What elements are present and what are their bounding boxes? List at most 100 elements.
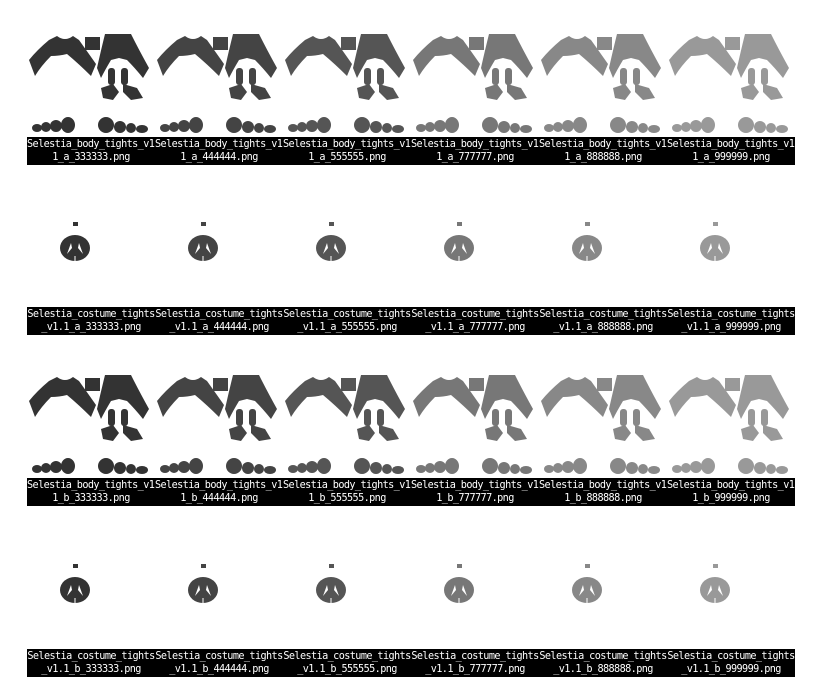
tights-back-piece xyxy=(353,34,405,78)
costume-texture-preview xyxy=(155,540,283,648)
file-thumbnail-item[interactable]: Selestia_body_tights_v1. 1_a_555555.png xyxy=(283,0,411,165)
tights-square-piece xyxy=(341,378,356,391)
costume-texture-preview xyxy=(539,540,667,648)
file-thumbnail-item[interactable]: Selestia_costume_tights _v1.1_b_888888.pn… xyxy=(539,512,667,677)
tights-square-piece xyxy=(725,378,740,391)
tights-bottom-pieces xyxy=(160,458,276,474)
file-name-label: Selestia_body_tights_v1. 1_a_777777.png xyxy=(411,137,539,165)
file-thumbnail-item[interactable]: Selestia_body_tights_v1. 1_a_333333.png xyxy=(27,0,155,165)
body-texture-preview xyxy=(667,369,795,477)
tights-square-piece xyxy=(213,37,228,50)
costume-round-piece xyxy=(188,235,218,261)
file-thumbnail-item[interactable]: Selestia_costume_tights _v1.1_a_555555.pn… xyxy=(283,170,411,335)
costume-round-piece xyxy=(316,235,346,261)
tights-front-piece xyxy=(29,36,96,76)
costume-texture-preview xyxy=(667,198,795,306)
costume-small-piece xyxy=(713,222,718,226)
file-thumbnail-item[interactable]: Selestia_body_tights_v1. 1_b_333333.png xyxy=(27,341,155,506)
tights-square-piece xyxy=(85,378,100,391)
file-thumbnail-item[interactable]: Selestia_costume_tights _v1.1_b_999999.pn… xyxy=(667,512,795,677)
tights-back-piece xyxy=(225,375,277,419)
costume-round-piece xyxy=(444,235,474,261)
file-thumbnail-item[interactable]: Selestia_costume_tights _v1.1_b_444444.pn… xyxy=(155,512,283,677)
tights-square-piece xyxy=(597,37,612,50)
file-name-label: Selestia_costume_tights _v1.1_b_555555.pn… xyxy=(283,649,411,677)
file-name-label: Selestia_body_tights_v1. 1_b_444444.png xyxy=(155,478,283,506)
file-name-label: Selestia_costume_tights _v1.1_b_888888.pn… xyxy=(539,649,667,677)
file-name-label: Selestia_costume_tights _v1.1_a_333333.pn… xyxy=(27,307,155,335)
file-thumbnail-item[interactable]: Selestia_body_tights_v1. 1_a_999999.png xyxy=(667,0,795,165)
file-thumbnail-item[interactable]: Selestia_body_tights_v1. 1_b_444444.png xyxy=(155,341,283,506)
file-thumbnail-item[interactable]: Selestia_costume_tights _v1.1_b_333333.pn… xyxy=(27,512,155,677)
file-thumbnail-item[interactable]: Selestia_body_tights_v1. 1_b_999999.png xyxy=(667,341,795,506)
costume-small-piece xyxy=(73,222,78,226)
tights-bottom-pieces xyxy=(32,458,148,474)
tights-square-piece xyxy=(725,37,740,50)
tights-front-piece xyxy=(413,36,480,76)
file-thumbnail-item[interactable]: Selestia_costume_tights _v1.1_b_777777.pn… xyxy=(411,512,539,677)
body-row: Selestia_body_tights_v1. 1_b_333333.png S… xyxy=(27,341,795,511)
tights-square-piece xyxy=(597,378,612,391)
costume-round-piece xyxy=(700,235,730,261)
costume-texture-preview xyxy=(667,540,795,648)
costume-small-piece xyxy=(457,222,462,226)
file-thumbnail-item[interactable]: Selestia_costume_tights _v1.1_a_888888.pn… xyxy=(539,170,667,335)
tights-bottom-pieces xyxy=(672,458,788,474)
tights-back-piece xyxy=(737,34,789,78)
costume-round-piece xyxy=(572,577,602,603)
file-name-label: Selestia_costume_tights _v1.1_b_999999.pn… xyxy=(667,649,795,677)
tights-bottom-pieces xyxy=(160,117,276,133)
file-name-label: Selestia_costume_tights _v1.1_b_444444.pn… xyxy=(155,649,283,677)
file-thumbnail-item[interactable]: Selestia_body_tights_v1. 1_a_888888.png xyxy=(539,0,667,165)
costume-texture-preview xyxy=(283,540,411,648)
costume-texture-preview xyxy=(283,198,411,306)
tights-front-piece xyxy=(541,36,608,76)
tights-square-piece xyxy=(341,37,356,50)
costume-row: Selestia_costume_tights _v1.1_a_333333.pn… xyxy=(27,170,795,340)
tights-bottom-pieces xyxy=(416,458,532,474)
tights-back-piece xyxy=(97,375,149,419)
tights-front-piece xyxy=(541,377,608,417)
body-texture-preview xyxy=(283,28,411,136)
tights-back-piece xyxy=(225,34,277,78)
file-name-label: Selestia_costume_tights _v1.1_a_555555.pn… xyxy=(283,307,411,335)
body-texture-preview xyxy=(411,369,539,477)
costume-small-piece xyxy=(457,564,462,568)
file-thumbnail-item[interactable]: Selestia_costume_tights _v1.1_b_555555.pn… xyxy=(283,512,411,677)
costume-small-piece xyxy=(585,222,590,226)
file-name-label: Selestia_costume_tights _v1.1_b_777777.pn… xyxy=(411,649,539,677)
costume-round-piece xyxy=(444,577,474,603)
file-thumbnail-item[interactable]: Selestia_body_tights_v1. 1_b_555555.png xyxy=(283,341,411,506)
file-name-label: Selestia_body_tights_v1. 1_a_333333.png xyxy=(27,137,155,165)
tights-bottom-pieces xyxy=(32,117,148,133)
file-thumbnail-item[interactable]: Selestia_body_tights_v1. 1_a_444444.png xyxy=(155,0,283,165)
body-texture-preview xyxy=(27,28,155,136)
tights-square-piece xyxy=(469,378,484,391)
file-name-label: Selestia_costume_tights _v1.1_a_777777.pn… xyxy=(411,307,539,335)
tights-front-piece xyxy=(413,377,480,417)
file-thumbnail-item[interactable]: Selestia_costume_tights _v1.1_a_777777.pn… xyxy=(411,170,539,335)
file-thumbnail-item[interactable]: Selestia_costume_tights _v1.1_a_333333.pn… xyxy=(27,170,155,335)
costume-round-piece xyxy=(316,577,346,603)
tights-bottom-pieces xyxy=(288,117,404,133)
file-name-label: Selestia_body_tights_v1. 1_b_333333.png xyxy=(27,478,155,506)
body-texture-preview xyxy=(283,369,411,477)
tights-bottom-pieces xyxy=(544,117,660,133)
body-texture-preview xyxy=(539,28,667,136)
file-name-label: Selestia_body_tights_v1. 1_a_555555.png xyxy=(283,137,411,165)
costume-texture-preview xyxy=(411,540,539,648)
costume-round-piece xyxy=(700,577,730,603)
file-thumbnail-item[interactable]: Selestia_body_tights_v1. 1_b_777777.png xyxy=(411,341,539,506)
costume-small-piece xyxy=(329,564,334,568)
tights-bottom-pieces xyxy=(672,117,788,133)
file-thumbnail-item[interactable]: Selestia_body_tights_v1. 1_a_777777.png xyxy=(411,0,539,165)
tights-bottom-pieces xyxy=(544,458,660,474)
file-thumbnail-item[interactable]: Selestia_costume_tights _v1.1_a_999999.pn… xyxy=(667,170,795,335)
tights-back-piece xyxy=(737,375,789,419)
file-name-label: Selestia_body_tights_v1. 1_b_777777.png xyxy=(411,478,539,506)
file-name-label: Selestia_body_tights_v1. 1_b_999999.png xyxy=(667,478,795,506)
file-thumbnail-item[interactable]: Selestia_body_tights_v1. 1_b_888888.png xyxy=(539,341,667,506)
file-name-label: Selestia_body_tights_v1. 1_b_888888.png xyxy=(539,478,667,506)
file-name-label: Selestia_body_tights_v1. 1_a_888888.png xyxy=(539,137,667,165)
file-thumbnail-item[interactable]: Selestia_costume_tights _v1.1_a_444444.pn… xyxy=(155,170,283,335)
